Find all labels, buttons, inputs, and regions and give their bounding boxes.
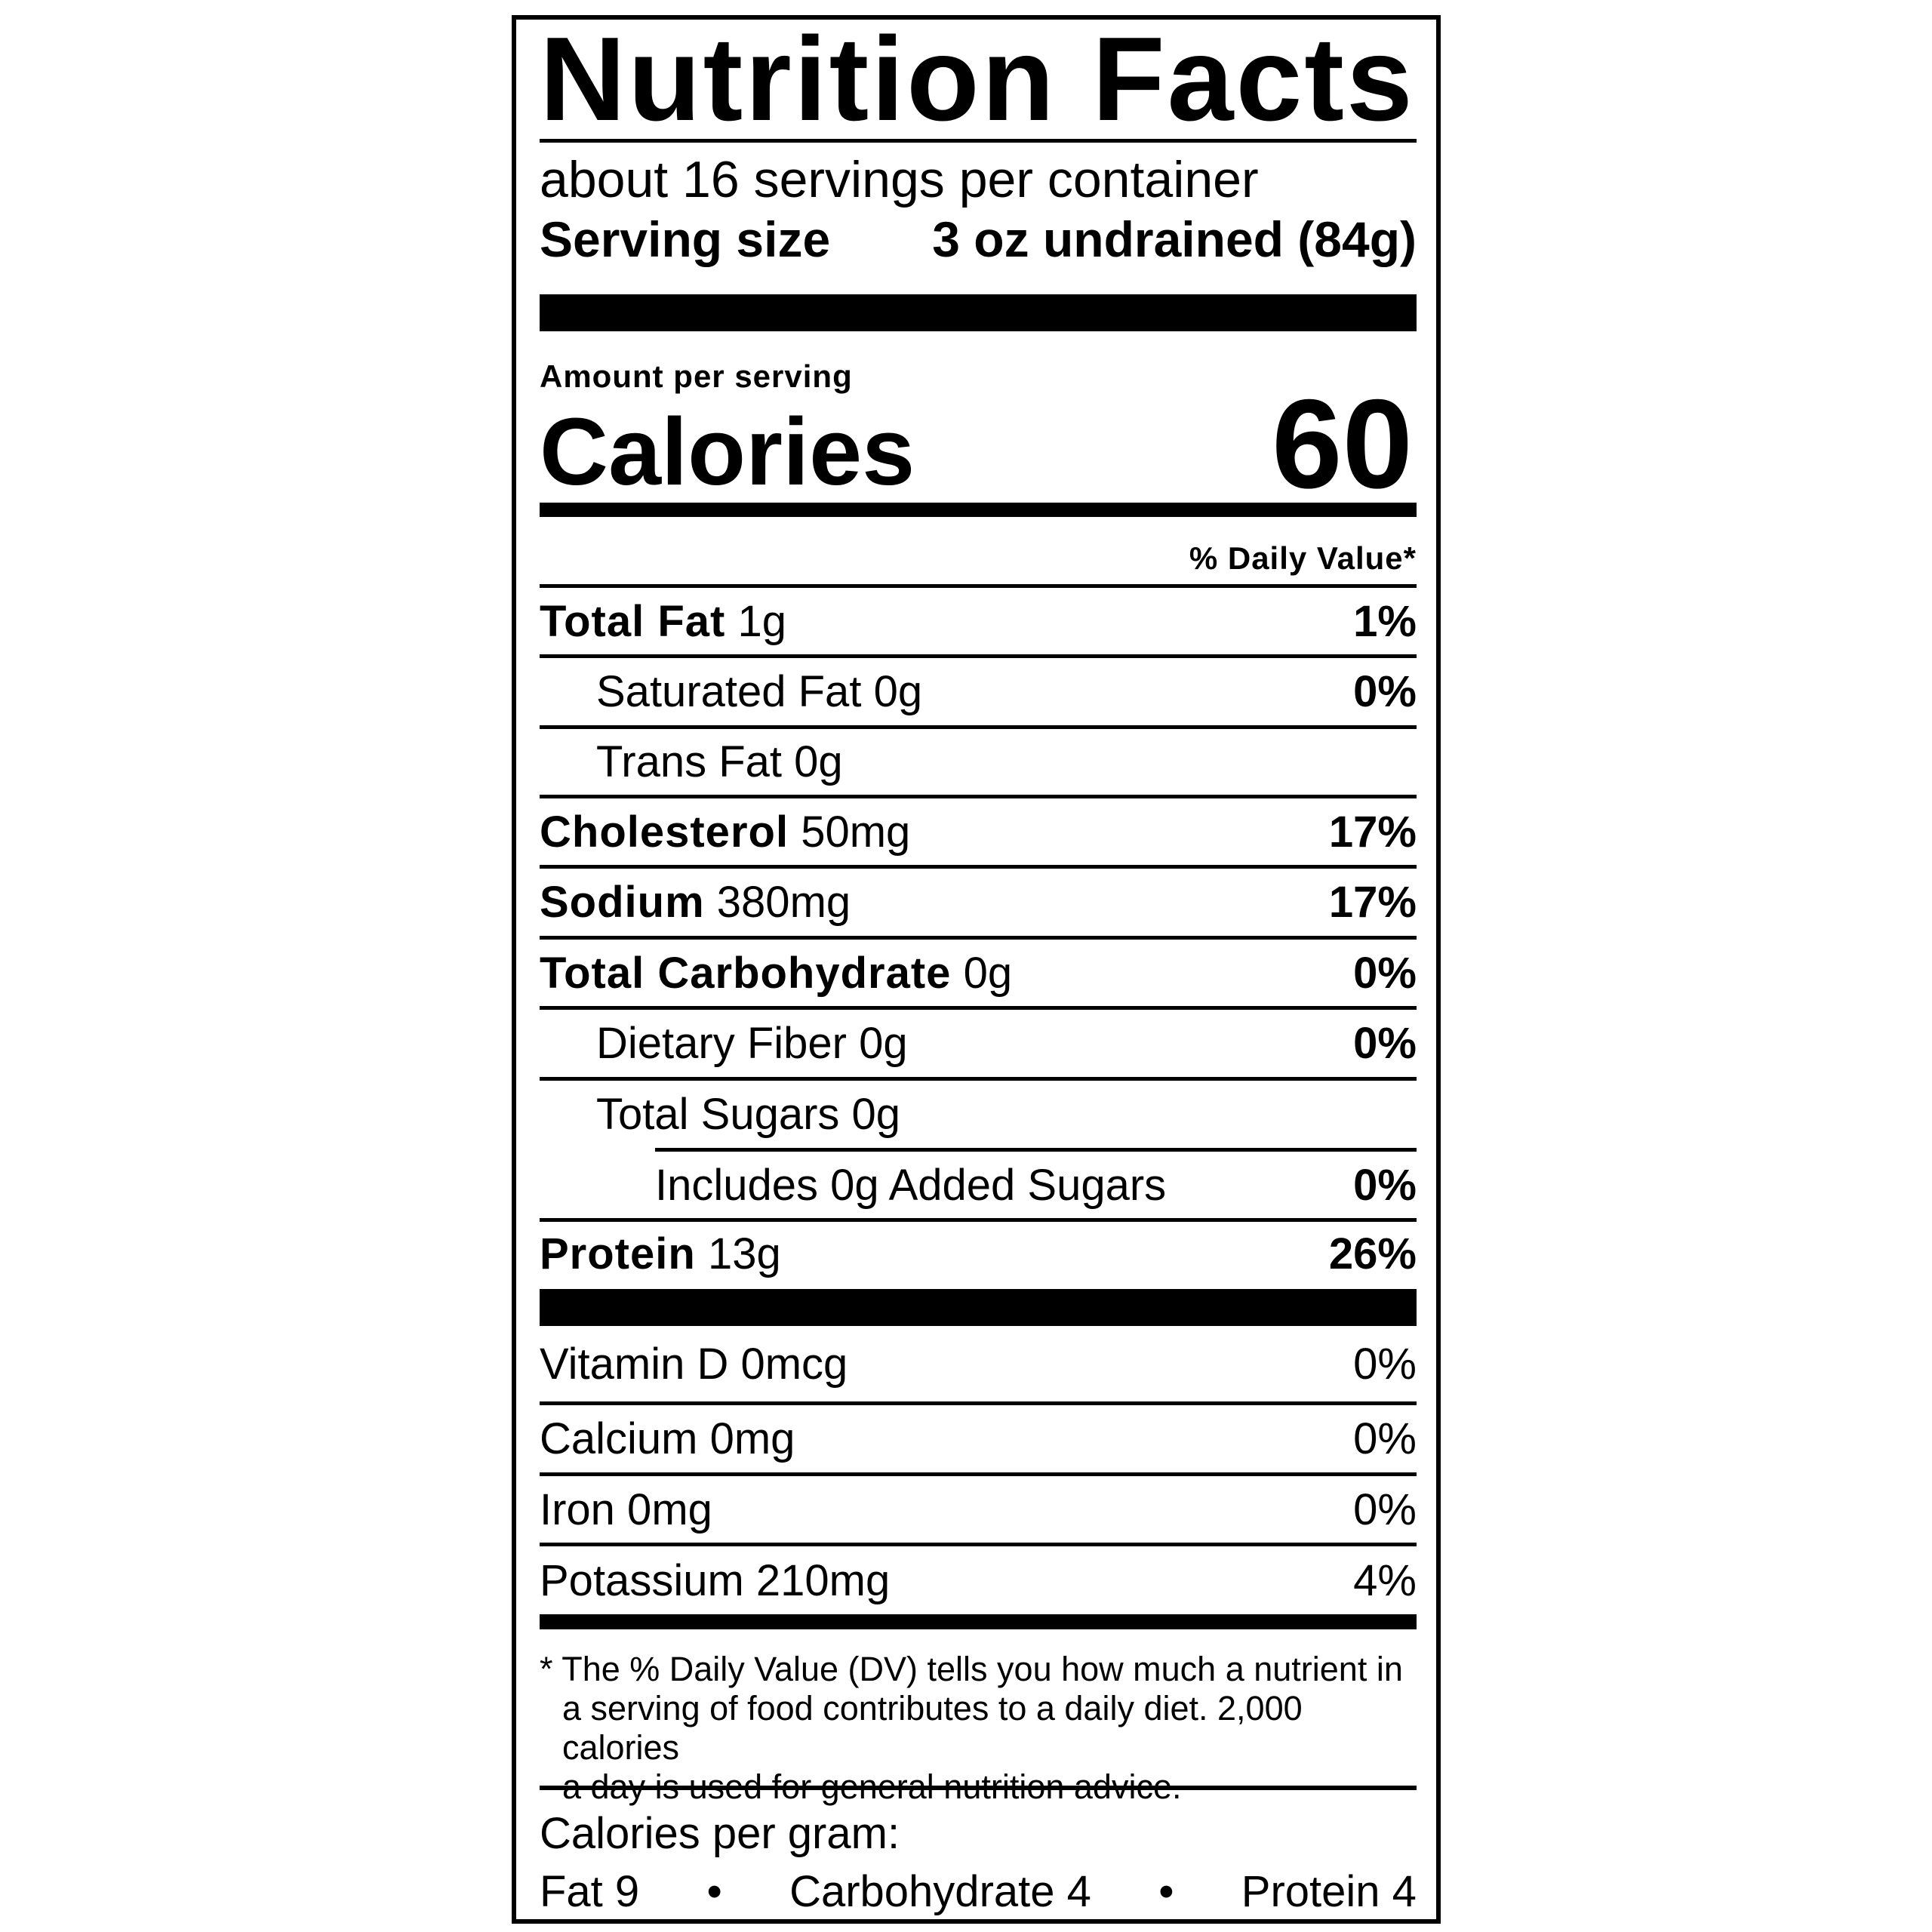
nutrient-amount: 0g — [851, 1090, 901, 1139]
label-title: Nutrition Facts — [540, 13, 1415, 146]
vitamin-name: Calcium 0mg — [540, 1414, 795, 1463]
nutrient-row-total-sugars: Total Sugars 0g — [540, 1077, 1417, 1148]
vitamin-row-potassium: Potassium 210mg 4% — [540, 1543, 1417, 1614]
vitamin-row-iron: Iron 0mg 0% — [540, 1472, 1417, 1543]
nutrient-row-trans-fat: Trans Fat 0g — [540, 725, 1417, 795]
nutrition-facts-label: Nutrition Facts about 16 servings per co… — [512, 15, 1441, 1924]
nutrient-amount: 0g — [873, 667, 923, 716]
nutrient-dv: 1% — [1353, 596, 1417, 646]
calories-value: 60 — [1272, 373, 1413, 515]
nutrient-dv: 17% — [1328, 807, 1417, 857]
bullet-separator: • — [706, 1867, 722, 1916]
footnote: * The % Daily Value (DV) tells you how m… — [540, 1650, 1417, 1807]
vitamin-dv: 4% — [1353, 1555, 1417, 1605]
nutrient-row-total-fat: Total Fat 1g 1% — [540, 584, 1417, 654]
fat-calories: Fat 9 — [540, 1867, 640, 1916]
thick-divider — [540, 294, 1417, 331]
vitamin-dv: 0% — [1353, 1484, 1417, 1534]
nutrient-amount: 0g — [859, 1019, 908, 1068]
nutrient-amount: 0g — [963, 948, 1013, 998]
calories-per-gram-label: Calories per gram: — [540, 1809, 900, 1858]
serving-size-label: Serving size — [540, 211, 831, 267]
vitamin-row-calcium: Calcium 0mg 0% — [540, 1401, 1417, 1472]
divider — [540, 139, 1417, 143]
thick-divider — [540, 1289, 1417, 1326]
carbohydrate-calories: Carbohydrate 4 — [789, 1867, 1091, 1916]
medium-divider — [540, 1614, 1417, 1629]
nutrient-row-dietary-fiber: Dietary Fiber 0g 0% — [540, 1006, 1417, 1077]
calories-per-gram-values: Fat 9 • Carbohydrate 4 • Protein 4 — [540, 1870, 1417, 1914]
footnote-line: a serving of food contributes to a daily… — [562, 1689, 1303, 1767]
nutrient-row-saturated-fat: Saturated Fat 0g 0% — [540, 654, 1417, 725]
vitamin-name: Vitamin D 0mcg — [540, 1339, 848, 1389]
nutrient-dv: 26% — [1328, 1229, 1417, 1278]
nutrient-row-protein: Protein 13g 26% — [540, 1218, 1417, 1285]
nutrient-dv: 0% — [1353, 1160, 1417, 1210]
nutrient-name: Dietary Fiber — [596, 1019, 847, 1068]
nutrient-row-total-carbohydrate: Total Carbohydrate 0g 0% — [540, 936, 1417, 1006]
nutrient-amount: 13g — [707, 1229, 781, 1278]
vitamin-name: Potassium 210mg — [540, 1555, 891, 1605]
nutrient-dv: 0% — [1353, 667, 1417, 716]
nutrient-name: Trans Fat — [596, 737, 783, 786]
nutrient-amount: 50mg — [801, 807, 911, 857]
bullet-separator: • — [1158, 1867, 1174, 1916]
nutrient-dv: 0% — [1353, 948, 1417, 998]
nutrient-row-sodium: Sodium 380mg 17% — [540, 865, 1417, 936]
serving-size: Serving size 3 oz undrained (84g) — [540, 214, 1417, 264]
nutrient-name: Saturated Fat — [596, 667, 862, 716]
nutrient-dv: 17% — [1328, 878, 1417, 927]
vitamin-dv: 0% — [1353, 1339, 1417, 1389]
nutrient-amount: 380mg — [716, 878, 851, 927]
nutrient-row-cholesterol: Cholesterol 50mg 17% — [540, 795, 1417, 865]
divider — [540, 1786, 1417, 1790]
nutrient-amount: 1g — [737, 596, 786, 646]
servings-per-container: about 16 servings per container — [540, 151, 1259, 208]
nutrient-name: Protein — [540, 1229, 696, 1278]
nutrient-amount: 0g — [794, 737, 843, 786]
nutrient-row-added-sugars: Includes 0g Added Sugars 0% — [655, 1148, 1417, 1218]
nutrient-name: Total Fat — [540, 596, 726, 646]
vitamin-dv: 0% — [1353, 1414, 1417, 1463]
nutrient-name: Cholesterol — [540, 807, 789, 857]
serving-size-value: 3 oz undrained (84g) — [932, 211, 1417, 267]
nutrient-name: Sodium — [540, 878, 705, 927]
protein-calories: Protein 4 — [1241, 1867, 1417, 1916]
daily-value-header: % Daily Value* — [1189, 540, 1417, 576]
vitamin-row-vitamin-d: Vitamin D 0mcg 0% — [540, 1326, 1417, 1401]
nutrient-dv: 0% — [1353, 1019, 1417, 1068]
nutrient-name: Includes 0g Added Sugars — [655, 1160, 1167, 1210]
nutrient-name: Total Sugars — [596, 1090, 840, 1139]
vitamin-name: Iron 0mg — [540, 1484, 712, 1534]
calories-label: Calories — [540, 398, 915, 505]
footnote-line: * The % Daily Value (DV) tells you how m… — [540, 1650, 1403, 1688]
nutrient-name: Total Carbohydrate — [540, 948, 952, 998]
medium-divider — [540, 503, 1417, 517]
amount-per-serving: Amount per serving — [540, 358, 853, 394]
